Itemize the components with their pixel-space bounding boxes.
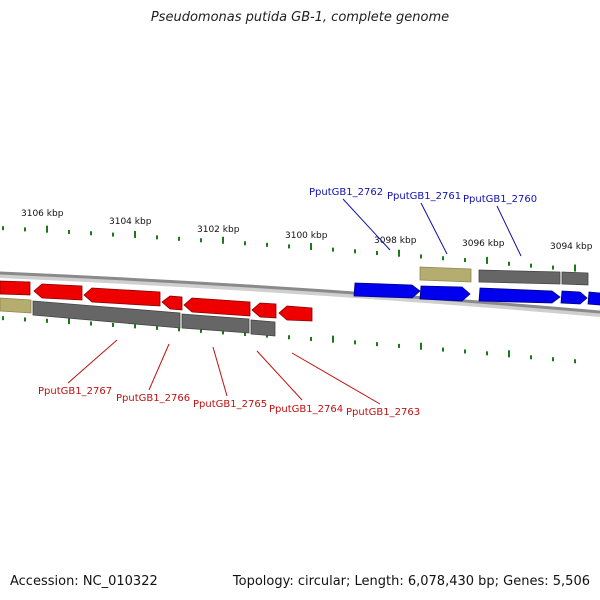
leader-line	[342, 198, 391, 251]
feature-block-tan	[419, 266, 472, 283]
gene-label-pputgb1-2761: PputGB1_2761	[387, 191, 461, 202]
gene-label-pputgb1-2763: PputGB1_2763	[346, 407, 420, 418]
leader-line	[212, 346, 228, 397]
scale-label-3106: 3106 kbp	[21, 209, 64, 219]
gene-arrow-reverse	[83, 287, 161, 307]
leader-line	[496, 205, 522, 257]
reverse-label-leaders	[67, 339, 381, 405]
gene-arrow-forward	[560, 290, 588, 305]
scale-ticks-top	[2, 225, 576, 272]
gene-shadow-block	[478, 269, 561, 285]
gene-label-pputgb1-2765: PputGB1_2765	[193, 399, 267, 410]
forward-gene-track	[353, 282, 600, 306]
accession-label: Accession: NC_010322	[10, 574, 158, 589]
gene-arrow-forward	[419, 285, 471, 302]
gene-arrow-reverse	[161, 295, 183, 311]
map-title: Pseudomonas putida GB-1, complete genome	[150, 10, 450, 25]
gene-label-pputgb1-2762: PputGB1_2762	[309, 187, 383, 198]
scale-label-3104: 3104 kbp	[109, 217, 152, 227]
forward-label-leaders	[342, 198, 522, 257]
scale-labels: 3106 kbp 3104 kbp 3102 kbp 3100 kbp 3098…	[21, 209, 593, 252]
gene-arrow-forward	[478, 287, 561, 304]
leader-line	[420, 202, 448, 255]
leader-line	[148, 343, 170, 391]
gene-arrow-reverse	[278, 305, 313, 322]
scale-label-3100: 3100 kbp	[285, 231, 328, 241]
leader-line	[67, 339, 118, 384]
scale-ticks-bottom	[2, 316, 576, 364]
gene-arrow-reverse	[33, 283, 83, 301]
gene-arrow-reverse	[183, 297, 251, 317]
backbone-shadow	[0, 272, 600, 317]
gene-arrow-reverse	[251, 302, 277, 319]
feature-block-tan	[0, 297, 32, 314]
scale-label-3094: 3094 kbp	[550, 242, 593, 252]
gene-label-pputgb1-2767: PputGB1_2767	[38, 386, 112, 397]
reverse-labels: PputGB1_2767 PputGB1_2766 PputGB1_2765 P…	[38, 386, 420, 418]
genome-summary: Topology: circular; Length: 6,078,430 bp…	[232, 574, 590, 589]
gene-shadow-block	[561, 271, 589, 286]
leader-line	[256, 350, 303, 401]
forward-labels: PputGB1_2762 PputGB1_2761 PputGB1_2760	[309, 187, 537, 205]
leader-line	[291, 352, 381, 405]
forward-feature-track	[419, 266, 589, 286]
scale-label-3098: 3098 kbp	[374, 236, 417, 246]
reverse-feature-track	[0, 297, 276, 337]
backbone	[0, 271, 600, 314]
gene-label-pputgb1-2764: PputGB1_2764	[269, 404, 343, 415]
gene-shadow-block	[181, 313, 250, 334]
gene-shadow-block	[32, 300, 181, 329]
gene-arrow-forward	[353, 282, 421, 299]
gene-arrow-reverse	[0, 280, 31, 296]
gene-label-pputgb1-2760: PputGB1_2760	[463, 194, 537, 205]
gene-arrow-forward	[587, 291, 600, 306]
reverse-gene-track	[0, 280, 313, 322]
scale-label-3096: 3096 kbp	[462, 239, 505, 249]
gene-shadow-block	[250, 319, 276, 337]
scale-label-3102: 3102 kbp	[197, 225, 240, 235]
gene-label-pputgb1-2766: PputGB1_2766	[116, 393, 190, 404]
